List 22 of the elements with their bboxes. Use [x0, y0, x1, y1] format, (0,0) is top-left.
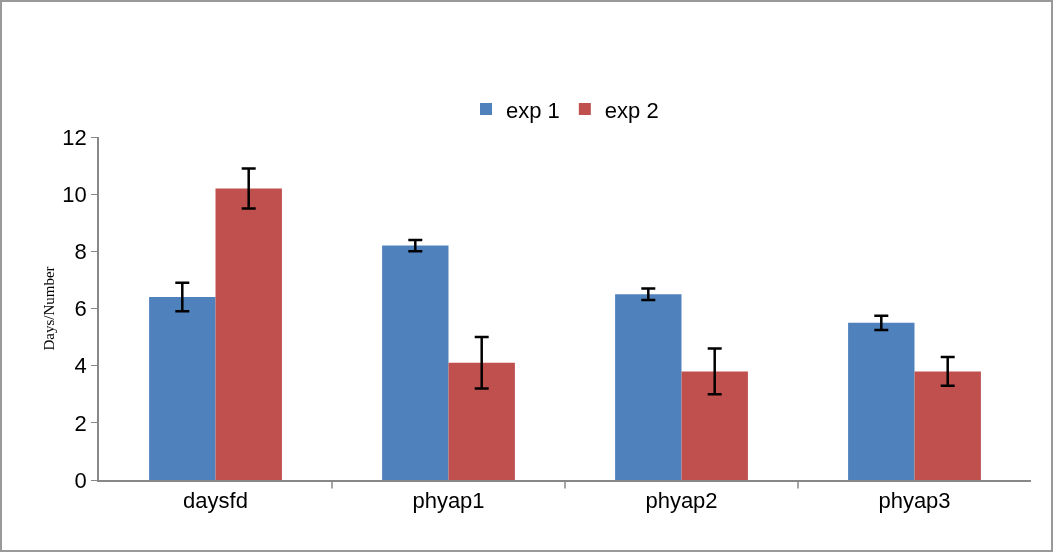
bar [149, 297, 216, 480]
y-tick-label: 8 [74, 239, 87, 265]
bar [681, 371, 748, 480]
y-tick-label: 0 [74, 467, 87, 493]
bar [215, 188, 282, 480]
y-tick-label: 10 [62, 181, 87, 207]
y-tick-label: 12 [62, 124, 87, 150]
bar [382, 245, 449, 480]
x-tick-label: phyap2 [645, 488, 718, 514]
x-tick-label: daysfd [183, 488, 248, 514]
y-tick-label: 6 [74, 296, 87, 322]
bar [914, 371, 981, 480]
x-tick-label: phyap1 [412, 488, 485, 514]
legend-label: exp 1 [506, 97, 560, 123]
x-tick-label: phyap3 [878, 488, 951, 514]
y-tick-label: 2 [74, 410, 87, 436]
y-tick-label: 4 [74, 353, 87, 379]
bar [615, 294, 682, 480]
legend-label: exp 2 [604, 97, 659, 123]
y-axis-title: Days/Number [41, 266, 58, 351]
bar [848, 322, 915, 480]
bar [448, 362, 515, 480]
